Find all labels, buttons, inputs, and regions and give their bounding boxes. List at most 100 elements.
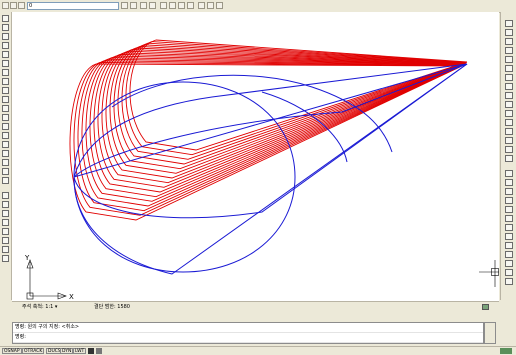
ellipse-arc-icon[interactable] [2,105,9,112]
leader-icon[interactable] [505,251,513,258]
dim-linear-icon[interactable] [505,170,513,177]
break-icon[interactable] [505,119,513,126]
gradient-icon[interactable] [2,150,9,157]
section-curve[interactable] [73,61,463,216]
tool-palette-icon[interactable] [187,2,194,9]
mirror-icon[interactable] [2,210,9,217]
tray-settings-icon[interactable] [500,348,512,354]
arc-icon[interactable] [2,60,9,67]
top-arc[interactable] [111,74,393,153]
otrack-toggle[interactable]: OTRACK [22,348,45,354]
ellipse-icon[interactable] [2,96,9,103]
stretch-icon[interactable] [505,92,513,99]
section-curve[interactable] [109,47,466,174]
hull-diagonal-1[interactable] [73,63,468,178]
copy-object-icon[interactable] [505,29,513,36]
drawing-canvas[interactable]: Y X [12,12,499,302]
layer-dropdown[interactable]: 0 [27,2,119,10]
revcloud-icon[interactable] [2,78,9,85]
annotation-scale[interactable]: 주석 축척: 1:1 ▾ [22,304,58,310]
circle-icon[interactable] [2,69,9,76]
continue-icon[interactable] [505,242,513,249]
dim-arc-icon[interactable] [505,188,513,195]
layout-icon[interactable] [96,348,102,354]
line-icon[interactable] [2,15,9,22]
command-window[interactable]: 명령: 원의 구의 지정: <취소> 명령: [12,322,484,344]
fillet-icon[interactable] [505,146,513,153]
properties-icon[interactable] [169,2,176,9]
hull-diagonal-3[interactable] [73,63,468,219]
offset-icon[interactable] [2,219,9,226]
baseline-icon[interactable] [505,233,513,240]
offset-object-icon[interactable] [505,47,513,54]
mtext-icon[interactable] [2,177,9,184]
dim-angular-icon[interactable] [505,215,513,222]
dim-aligned-icon[interactable] [505,179,513,186]
make-block-icon[interactable] [2,123,9,130]
section-curve[interactable] [85,57,464,202]
copy-icon[interactable] [2,201,9,208]
lwt-toggle[interactable]: LWT [73,348,87,354]
polyline-icon[interactable] [2,33,9,40]
array-icon[interactable] [2,228,9,235]
erase-icon[interactable] [505,20,513,27]
rotate-icon[interactable] [2,246,9,253]
hull-bottom-edge[interactable] [73,63,468,275]
section-curve[interactable] [69,63,463,221]
construction-line-icon[interactable] [2,24,9,31]
polygon-icon[interactable] [2,42,9,49]
layer-props-icon[interactable] [2,2,9,9]
table-icon[interactable] [2,168,9,175]
explode-icon[interactable] [505,155,513,162]
command-scrollbar[interactable] [484,322,496,344]
hatch-icon[interactable] [2,141,9,148]
command-prompt[interactable]: 명령: [13,333,483,343]
scale-icon[interactable] [2,255,9,262]
trim-icon[interactable] [505,101,513,108]
zoom-window-icon[interactable] [160,2,167,9]
sheet-set-icon[interactable] [198,2,205,9]
region-icon[interactable] [2,159,9,166]
inner-arc[interactable] [261,91,348,163]
calc-icon[interactable] [216,2,223,9]
section-circle[interactable] [73,81,296,273]
design-center-icon[interactable] [178,2,185,9]
insert-block-icon[interactable] [2,114,9,121]
pan-icon[interactable] [140,2,147,9]
array-object-icon[interactable] [505,56,513,63]
section-curve[interactable] [77,60,463,212]
light-bulb-icon[interactable] [18,2,25,9]
hull-top-edge[interactable] [73,63,468,178]
tolerance-icon[interactable] [505,260,513,267]
spline-icon[interactable] [2,87,9,94]
hull-diagonal-2[interactable] [73,63,468,178]
dim-diameter-icon[interactable] [505,206,513,213]
point-icon[interactable] [2,132,9,139]
zoom-realtime-icon[interactable] [149,2,156,9]
make-current-layer-icon[interactable] [121,2,128,9]
layer-prev-icon[interactable] [130,2,137,9]
scale-object-icon[interactable] [505,83,513,90]
model-icon[interactable] [88,348,94,354]
join-icon[interactable] [505,128,513,135]
drawing-viewport[interactable]: Y X [12,12,499,302]
toggle-layout-icon[interactable] [482,304,489,310]
rectangle-icon[interactable] [2,51,9,58]
chamfer-icon[interactable] [505,137,513,144]
markup-icon[interactable] [207,2,214,9]
dim-radius-icon[interactable] [505,197,513,204]
osnap-toggle[interactable]: OSNAP [2,348,22,354]
layer-state-icon[interactable] [10,2,17,9]
section-curve[interactable] [97,52,465,188]
move-object-icon[interactable] [505,65,513,72]
erase-icon[interactable] [2,192,9,199]
dim-edit-icon[interactable] [505,278,513,285]
extend-icon[interactable] [505,110,513,117]
move-icon[interactable] [2,237,9,244]
section-curve[interactable] [89,55,464,198]
center-mark-icon[interactable] [505,269,513,276]
dyn-toggle[interactable]: DYN [60,348,74,354]
rotate-object-icon[interactable] [505,74,513,81]
mirror-object-icon[interactable] [505,38,513,45]
quick-dim-icon[interactable] [505,224,513,231]
